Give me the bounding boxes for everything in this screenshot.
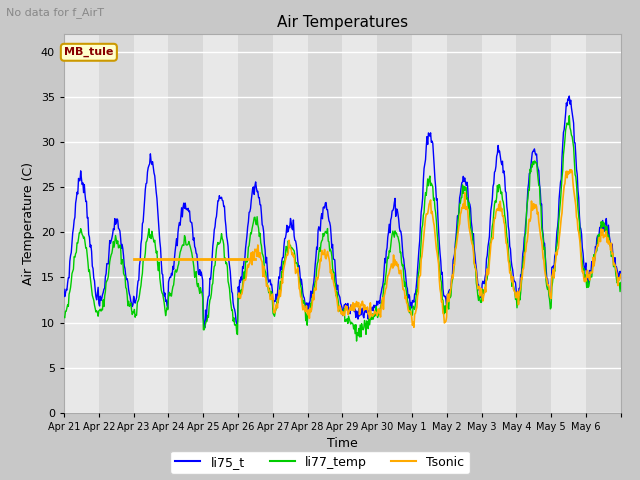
Bar bbox=[377, 34, 412, 413]
Bar bbox=[586, 34, 621, 413]
Bar bbox=[64, 34, 99, 413]
Legend: li75_t, li77_temp, Tsonic: li75_t, li77_temp, Tsonic bbox=[170, 451, 470, 474]
X-axis label: Time: Time bbox=[327, 437, 358, 450]
Bar bbox=[481, 34, 516, 413]
Bar bbox=[273, 34, 308, 413]
Text: MB_tule: MB_tule bbox=[64, 47, 113, 58]
Bar bbox=[516, 34, 551, 413]
Bar bbox=[342, 34, 377, 413]
Bar bbox=[412, 34, 447, 413]
Bar bbox=[447, 34, 481, 413]
Bar bbox=[238, 34, 273, 413]
Title: Air Temperatures: Air Temperatures bbox=[277, 15, 408, 30]
Y-axis label: Air Temperature (C): Air Temperature (C) bbox=[22, 162, 35, 285]
Bar bbox=[551, 34, 586, 413]
Bar bbox=[99, 34, 134, 413]
Bar bbox=[168, 34, 204, 413]
Text: No data for f_AirT: No data for f_AirT bbox=[6, 7, 104, 18]
Bar bbox=[134, 34, 168, 413]
Bar bbox=[308, 34, 342, 413]
Bar bbox=[204, 34, 238, 413]
